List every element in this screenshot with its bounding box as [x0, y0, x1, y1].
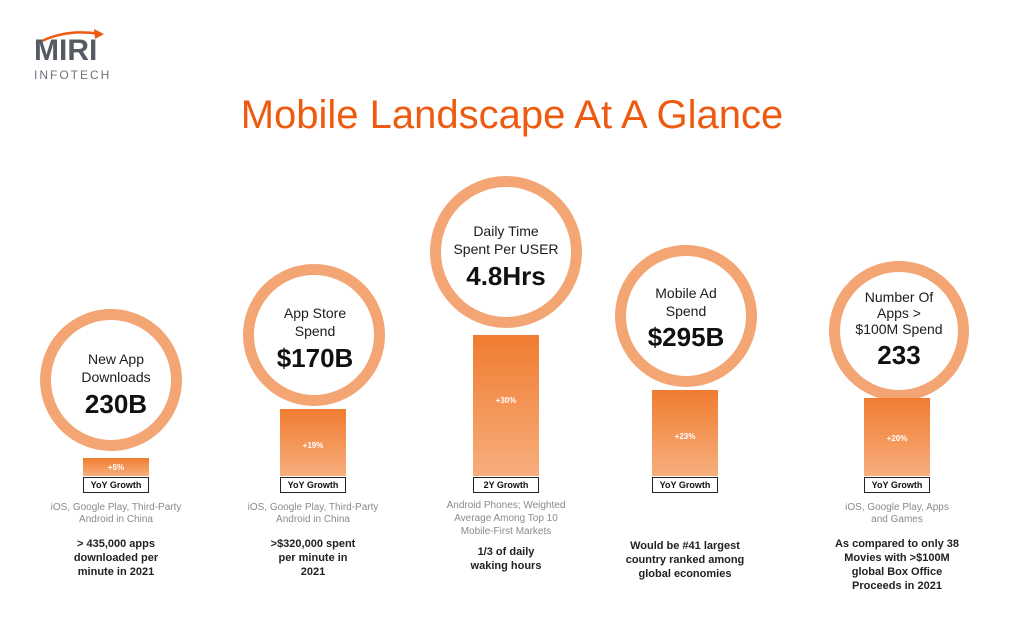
note-line: country ranked among — [625, 554, 745, 566]
stat-ring — [615, 245, 757, 387]
note-line: global economies — [638, 568, 732, 580]
source-line: iOS, Google Play, Third-Party — [50, 502, 182, 513]
growth-percent: +5% — [107, 463, 125, 472]
stat-card-app-store-spend: App Store Spend $170B +19% YoY Growth iO… — [213, 0, 413, 637]
growth-label: YoY Growth — [864, 477, 930, 493]
stat-ring — [829, 261, 969, 401]
growth-percent: +23% — [674, 432, 696, 441]
company-logo: MIRI INFOTECH — [30, 28, 120, 84]
growth-label: YoY Growth — [83, 477, 149, 493]
stat-value: 230B — [84, 389, 148, 419]
growth-percent: +19% — [302, 441, 324, 450]
note-line: minute in 2021 — [77, 566, 155, 578]
growth-label: 2Y Growth — [473, 477, 539, 493]
growth-bar: +23% — [652, 390, 718, 476]
source-line: Mobile-First Markets — [460, 526, 552, 537]
stat-label-line: Daily Time — [473, 223, 539, 239]
note-line: As compared to only 38 — [834, 538, 960, 550]
stat-value: 233 — [877, 340, 921, 370]
growth-arrow-icon — [35, 29, 104, 46]
note-line: Would be #41 largest — [630, 540, 740, 552]
logo-subtitle: INFOTECH — [34, 68, 112, 82]
page-title: Mobile Landscape At A Glance — [240, 93, 784, 137]
note-line: 1/3 of daily — [477, 546, 535, 558]
stat-value: $170B — [276, 343, 354, 373]
source-line: iOS, Google Play, Apps — [845, 502, 949, 513]
note-line: 2021 — [300, 566, 326, 578]
growth-label: YoY Growth — [652, 477, 718, 493]
note-line: waking hours — [470, 560, 542, 572]
logo-name: MIRI — [34, 34, 98, 67]
growth-bar: +30% — [473, 335, 539, 476]
stat-label-line: Spend — [294, 323, 336, 339]
source-line: iOS, Google Play, Third-Party — [247, 502, 379, 513]
growth-percent: +30% — [495, 396, 517, 405]
growth-bar: +19% — [280, 409, 346, 476]
stat-ring — [40, 309, 182, 451]
stat-ring — [430, 176, 582, 328]
note-line: Movies with >$100M — [844, 552, 950, 564]
note-line: global Box Office — [851, 566, 943, 578]
stat-label-line: New App — [87, 351, 145, 367]
stat-label-line: Number Of — [864, 289, 934, 305]
stat-label-line: Mobile Ad — [655, 285, 717, 301]
stat-label-line: App Store — [283, 305, 347, 321]
growth-label: YoY Growth — [280, 477, 346, 493]
growth-bar: +20% — [864, 398, 930, 476]
stat-label-line: $100M Spend — [855, 321, 943, 337]
stat-card-new-app-downloads: New App Downloads 230B +5% YoY Growth iO… — [16, 0, 216, 637]
stat-label-line: Spend — [665, 303, 707, 319]
note-line: Proceeds in 2021 — [852, 580, 942, 592]
stat-label-line: Downloads — [81, 369, 151, 385]
source-line: Android in China — [276, 514, 350, 525]
source-line: Android in China — [79, 514, 153, 525]
growth-bar: +5% — [83, 458, 149, 476]
stat-label-line: Spent Per USER — [453, 241, 559, 257]
growth-percent: +20% — [886, 434, 908, 443]
source-line: Android Phones; Weighted — [446, 500, 566, 511]
stat-card-daily-time: Daily Time Spent Per USER 4.8Hrs +30% 2Y… — [406, 0, 606, 637]
stat-value: 4.8Hrs — [466, 261, 546, 291]
source-line: Average Among Top 10 — [454, 513, 558, 524]
stat-card-mobile-ad-spend: Mobile Ad Spend $295B +23% YoY Growth Wo… — [585, 0, 785, 637]
stat-label-line: Apps > — [877, 305, 921, 321]
note-line: per minute in — [278, 552, 348, 564]
stat-ring — [243, 264, 385, 406]
source-line: and Games — [871, 514, 923, 525]
note-line: downloaded per — [73, 552, 159, 564]
note-line: >$320,000 spent — [270, 538, 356, 550]
stat-value: $295B — [647, 322, 725, 352]
stat-card-apps-over-100m: Number Of Apps > $100M Spend 233 +20% Yo… — [797, 0, 997, 637]
note-line: > 435,000 apps — [77, 538, 155, 550]
